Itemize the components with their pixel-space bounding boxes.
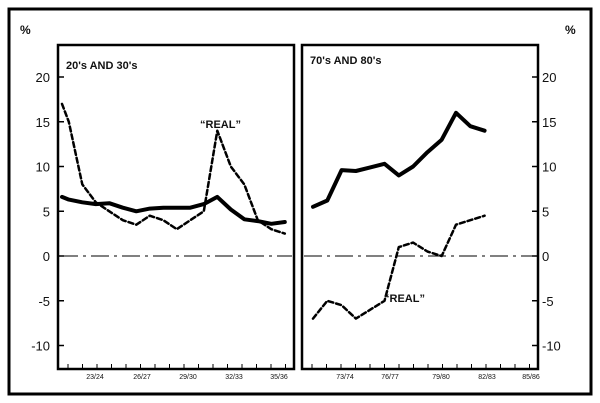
- annotation-real-left: “REAL”: [200, 119, 241, 131]
- y-unit-right: %: [565, 23, 576, 37]
- panel-left-frame: [56, 43, 296, 371]
- panel-right: 70's AND 80's -10 -5 0 5 10 15 20 73/74 76/77 79…: [300, 43, 561, 381]
- x-tick-label: 73/74: [336, 374, 354, 381]
- x-tick-label: 85/86: [522, 374, 540, 381]
- x-tick-label: 32/33: [225, 374, 243, 381]
- x-tick-label: 82/83: [478, 374, 496, 381]
- y-tick-label: 20: [542, 70, 556, 85]
- y-tick-label: 5: [542, 204, 549, 219]
- x-tick-label: 35/36: [270, 374, 288, 381]
- panel-left-title: 20's AND 30's: [66, 60, 137, 72]
- x-axis-right: 73/74 76/77 79/80 82/83 85/86: [311, 364, 540, 381]
- y-tick-label: -5: [38, 294, 50, 309]
- y-tick-label: 10: [542, 160, 556, 175]
- x-tick-label: 29/30: [179, 374, 197, 381]
- real-line: [311, 214, 486, 320]
- x-tick-label: 76/77: [381, 374, 399, 381]
- real-line: [60, 102, 287, 235]
- panel-left: 20's AND 30's -10 -5 0 5 10 15 20 23/24 26/27 29…: [31, 43, 296, 381]
- panel-right-title: 70's AND 80's: [310, 55, 381, 67]
- nominal-line: [60, 194, 287, 226]
- nominal-line: [311, 110, 487, 209]
- y-unit-left: %: [20, 23, 31, 37]
- annotation-real-right: “REAL”: [384, 293, 425, 305]
- x-tick-label: 26/27: [133, 374, 151, 381]
- x-tick-label: 23/24: [86, 374, 104, 381]
- panel-right-frame: [300, 43, 540, 371]
- x-axis-left: 23/24 26/27 29/30 32/33 35/36: [67, 364, 288, 381]
- y-tick-label: 15: [36, 115, 50, 130]
- y-tick-label: 5: [43, 204, 50, 219]
- y-tick-label: 10: [36, 160, 50, 175]
- y-tick-label: -5: [542, 294, 554, 309]
- y-tick-label: 0: [43, 249, 50, 264]
- series-left: [60, 102, 287, 235]
- x-tick-label: 79/80: [432, 374, 450, 381]
- y-tick-label: -10: [31, 339, 50, 354]
- y-tick-label: 0: [542, 249, 549, 264]
- y-tick-label: -10: [542, 339, 561, 354]
- y-axis-left: -10 -5 0 5 10 15 20: [31, 70, 64, 354]
- series-right: [311, 110, 487, 320]
- y-tick-label: 15: [542, 115, 556, 130]
- y-tick-label: 20: [36, 70, 50, 85]
- outer-frame: [7, 7, 593, 396]
- y-axis-right: -10 -5 0 5 10 15 20: [532, 70, 561, 354]
